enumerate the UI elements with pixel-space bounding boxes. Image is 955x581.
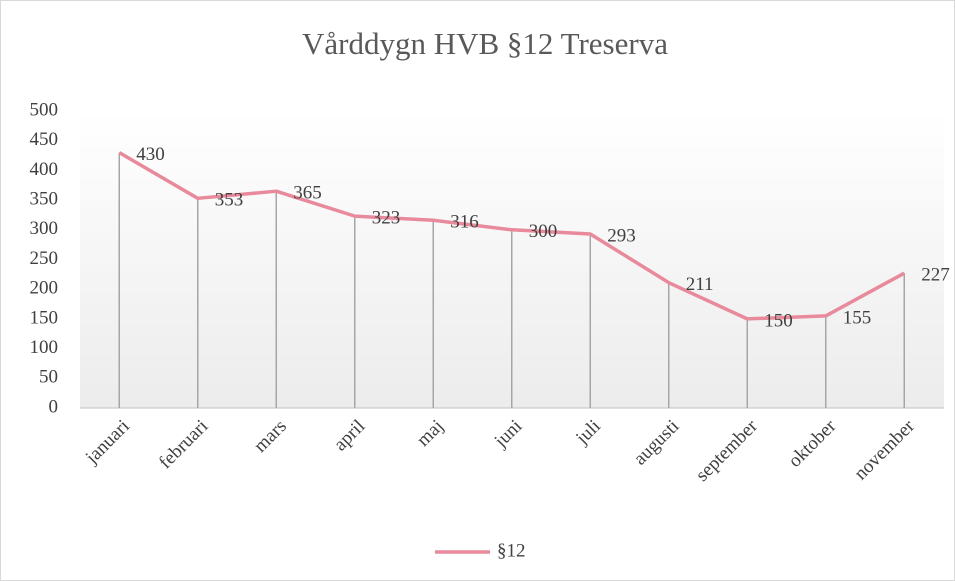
y-tick-label: 450 [30,129,59,150]
y-tick-label: 500 [30,99,59,120]
data-label: 227 [921,265,950,286]
series-line [118,151,906,321]
y-tick-label: 50 [39,367,58,388]
data-label: 353 [215,190,244,211]
y-tick-label: 200 [30,278,59,299]
y-tick-label: 350 [30,188,59,209]
data-label: 300 [529,221,558,242]
data-label: 211 [686,274,714,295]
data-label: 293 [607,225,636,246]
y-tick-label: 100 [30,337,59,358]
legend-label: §12 [497,540,526,561]
data-label: 155 [843,307,872,328]
y-tick-label: 250 [30,248,59,269]
data-label: 150 [764,310,793,331]
chart-title: Vårddygn HVB §12 Treserva [302,26,668,61]
y-tick-label: 300 [30,218,59,239]
data-label: 323 [372,207,401,228]
y-tick-label: 150 [30,307,59,328]
y-tick-label: 400 [30,159,59,180]
y-tick-label: 0 [49,396,59,417]
data-label: 365 [293,183,322,204]
data-label: 430 [136,144,165,165]
data-label: 316 [450,212,479,233]
